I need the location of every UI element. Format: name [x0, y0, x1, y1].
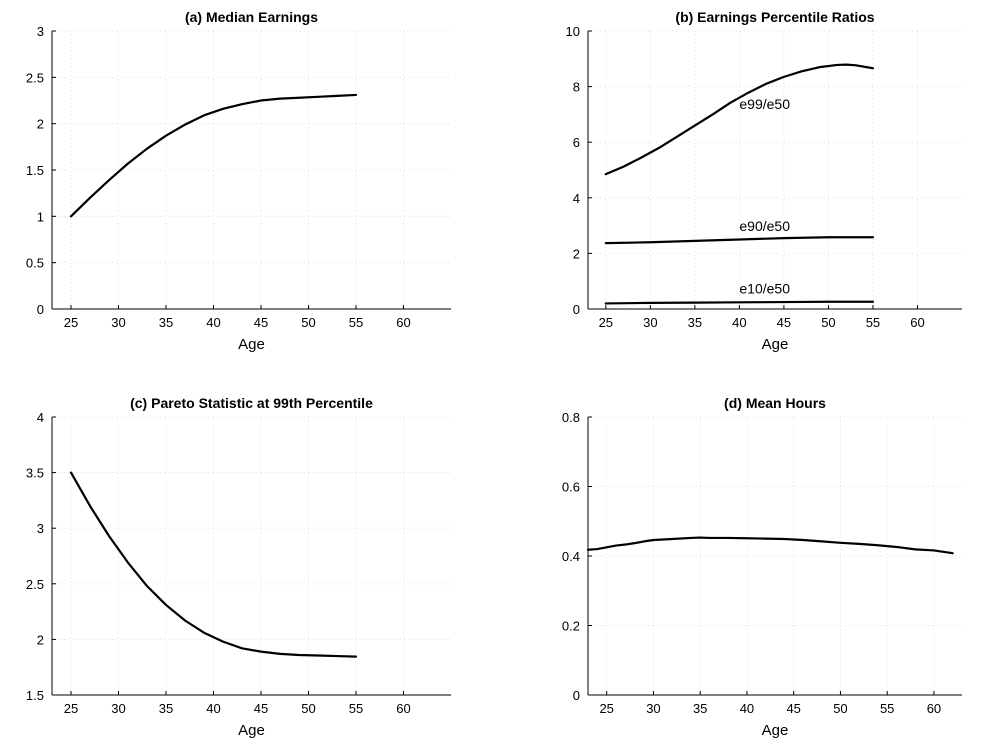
y-tick-label: 2: [37, 632, 44, 647]
x-tick-label: 45: [777, 315, 791, 330]
x-tick-label: 55: [866, 315, 880, 330]
y-tick-label: 3: [37, 24, 44, 39]
x-tick-label: 40: [206, 315, 220, 330]
x-tick-label: 40: [740, 701, 754, 716]
chart-panel-4: 25 30 35 40 45 50 55 60 0 0.2 0.4 0.6 0.8 (d) Mean Ho…: [562, 395, 962, 739]
series-line-1: [69, 471, 358, 658]
x-tick-label: 60: [396, 315, 410, 330]
x-tick-label: 30: [111, 701, 125, 716]
series-line-2: [604, 236, 875, 245]
y-tick-label: 2: [37, 117, 44, 132]
y-tick-label: 0.6: [562, 480, 580, 495]
x-tick-label: 55: [880, 701, 894, 716]
y-tick-label: 8: [573, 80, 580, 95]
y-tick-label: 3.5: [26, 466, 44, 481]
x-tick-label: 50: [301, 315, 315, 330]
series-line-1: [604, 63, 875, 176]
x-axis-label: Age: [238, 336, 265, 353]
x-tick-label: 30: [643, 315, 657, 330]
y-tick-label: 1.5: [26, 688, 44, 703]
x-tick-label: 50: [821, 315, 835, 330]
chart-title: (b) Earnings Percentile Ratios: [675, 9, 874, 25]
y-tick-label: 6: [573, 135, 580, 150]
x-axis-label: Age: [762, 722, 789, 739]
y-tick-label: 1: [37, 209, 44, 224]
x-tick-label: 55: [349, 701, 363, 716]
chart-panel-2: 25 30 35 40 45 50 55 60 0 2 4 6 8 10 (b) Earnings Perc…: [566, 9, 962, 353]
x-axis-label: Age: [762, 336, 789, 353]
x-axis-label: Age: [238, 722, 265, 739]
x-tick-label: 30: [646, 701, 660, 716]
y-tick-label: 0: [573, 302, 580, 317]
x-tick-label: 30: [111, 315, 125, 330]
x-tick-label: 40: [732, 315, 746, 330]
y-tick-label: 0: [573, 688, 580, 703]
x-tick-label: 25: [599, 701, 613, 716]
x-tick-label: 60: [910, 315, 924, 330]
y-tick-label: 0.4: [562, 549, 580, 564]
x-tick-label: 50: [833, 701, 847, 716]
y-tick-label: 2.5: [26, 70, 44, 85]
x-tick-label: 35: [159, 315, 173, 330]
chart-panel-1: 25 30 35 40 45 50 55 60 0 0.5 1 1.5 2 2.5 3 (a) Median …: [26, 9, 451, 353]
x-tick-label: 55: [349, 315, 363, 330]
x-tick-label: 35: [688, 315, 702, 330]
y-tick-label: 0.5: [26, 256, 44, 271]
x-tick-label: 25: [599, 315, 613, 330]
y-tick-label: 4: [573, 191, 580, 206]
x-tick-label: 45: [254, 315, 268, 330]
y-tick-label: 0.2: [562, 619, 580, 634]
y-tick-label: 2: [573, 246, 580, 261]
y-tick-label: 10: [566, 24, 580, 39]
chart-panel-3: 25 30 35 40 45 50 55 60 1.5 2 2.5 3 3.5 4 (c) Pareto S…: [26, 395, 451, 739]
chart-title: (d) Mean Hours: [724, 395, 826, 411]
series-annotation: e99/e50: [739, 96, 790, 112]
x-tick-label: 60: [396, 701, 410, 716]
y-tick-label: 3: [37, 521, 44, 536]
series-line-1: [69, 93, 358, 218]
x-tick-label: 45: [254, 701, 268, 716]
y-tick-label: 0: [37, 302, 44, 317]
series-annotation: e10/e50: [739, 281, 790, 297]
series-line-3: [604, 300, 875, 305]
series-annotation: e90/e50: [739, 218, 790, 234]
x-tick-label: 40: [206, 701, 220, 716]
series-line-1: [586, 536, 954, 555]
x-tick-label: 35: [693, 701, 707, 716]
chart-title: (c) Pareto Statistic at 99th Percentile: [130, 395, 373, 411]
y-tick-label: 2.5: [26, 577, 44, 592]
x-tick-label: 50: [301, 701, 315, 716]
x-tick-label: 45: [786, 701, 800, 716]
x-tick-label: 60: [927, 701, 941, 716]
x-tick-label: 35: [159, 701, 173, 716]
y-tick-label: 1.5: [26, 163, 44, 178]
x-tick-label: 25: [64, 701, 78, 716]
y-tick-label: 4: [37, 410, 44, 425]
y-tick-label: 0.8: [562, 410, 580, 425]
chart-title: (a) Median Earnings: [185, 9, 318, 25]
x-tick-label: 25: [64, 315, 78, 330]
